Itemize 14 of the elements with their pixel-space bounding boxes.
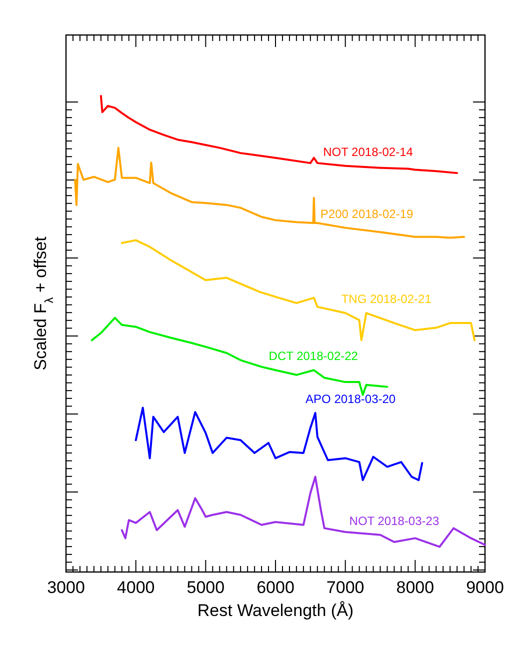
series-label: DCT 2018-02-22 [268,349,358,364]
x-axis-title: Rest Wavelength (Å) [197,601,354,620]
series-label: APO 2018-03-20 [306,392,396,406]
x-tick-label: 7000 [326,578,364,598]
x-tick-label: 6000 [256,578,294,598]
series-label: P200 2018-02-19 [320,206,414,221]
x-tick-label: 5000 [186,578,225,598]
x-tick-label: 9000 [466,578,504,598]
series-label: TNG 2018-02-21 [341,292,432,306]
series-label: NOT 2018-02-14 [323,144,414,159]
x-tick-label: 3000 [47,578,85,598]
x-tick-label: 4000 [116,578,155,598]
series-label: NOT 2018-03-23 [349,514,440,528]
x-tick-label: 8000 [396,578,434,598]
